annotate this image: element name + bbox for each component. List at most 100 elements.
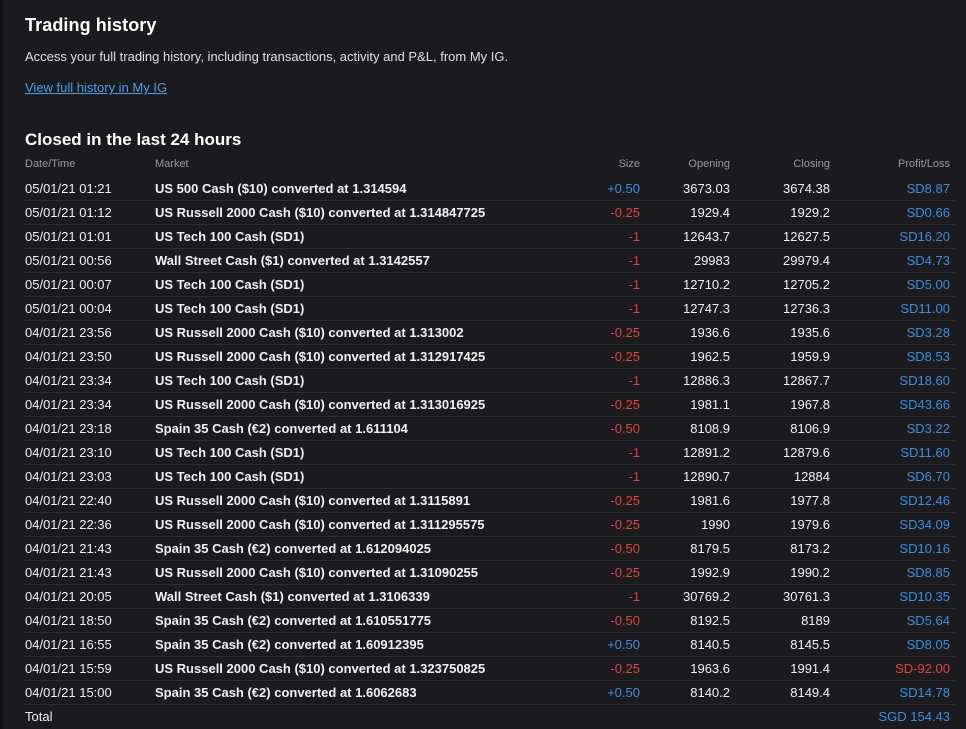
table-row[interactable]: 05/01/21 00:56 Wall Street Cash ($1) conv… (25, 249, 955, 273)
cell-market: US Russell 2000 Cash ($10) converted at … (155, 397, 486, 412)
cell-market: Spain 35 Cash (€2) converted at 1.610551… (155, 613, 432, 628)
cell-profit-loss: SD14.78 (899, 685, 950, 700)
column-header-closing[interactable]: Closing (793, 158, 830, 170)
cell-opening: 12710.2 (683, 277, 730, 292)
cell-market: US Russell 2000 Cash ($10) converted at … (155, 493, 471, 508)
cell-size: +0.50 (607, 637, 640, 652)
cell-opening: 12891.2 (683, 445, 730, 460)
table-header: Date/Time Market Size Opening Closing Pr… (25, 153, 955, 177)
cell-closing: 12879.6 (783, 445, 830, 460)
table-row[interactable]: 04/01/21 16:55 Spain 35 Cash (€2) convert… (25, 633, 955, 657)
table-row[interactable]: 04/01/21 23:34 US Russell 2000 Cash ($10)… (25, 393, 955, 417)
cell-profit-loss: SD4.73 (906, 253, 950, 268)
table-row[interactable]: 04/01/21 21:43 Spain 35 Cash (€2) convert… (25, 537, 955, 561)
cell-closing: 1990.2 (790, 565, 830, 580)
left-rail (0, 0, 3, 729)
table-row[interactable]: 04/01/21 15:59 US Russell 2000 Cash ($10)… (25, 657, 955, 681)
cell-closing: 12627.5 (783, 229, 830, 244)
cell-opening: 8192.5 (690, 613, 730, 628)
table-row[interactable]: 05/01/21 01:01 US Tech 100 Cash (SD1) -1 12… (25, 225, 955, 249)
cell-closing: 8149.4 (790, 685, 830, 700)
cell-market: US Russell 2000 Cash ($10) converted at … (155, 325, 464, 340)
cell-market: US Tech 100 Cash (SD1) (155, 373, 305, 388)
table-row[interactable]: 04/01/21 23:18 Spain 35 Cash (€2) convert… (25, 417, 955, 441)
cell-opening: 8108.9 (690, 421, 730, 436)
cell-size: -1 (628, 469, 640, 484)
cell-opening: 3673.03 (683, 181, 730, 196)
table-row[interactable]: 04/01/21 23:50 US Russell 2000 Cash ($10)… (25, 345, 955, 369)
cell-datetime: 05/01/21 00:56 (25, 253, 112, 268)
table-row[interactable]: 04/01/21 21:43 US Russell 2000 Cash ($10)… (25, 561, 955, 585)
table-row[interactable]: 05/01/21 01:12 US Russell 2000 Cash ($10)… (25, 201, 955, 225)
cell-market: US 500 Cash ($10) converted at 1.314594 (155, 181, 407, 196)
view-full-history-link[interactable]: View full history in My IG (25, 80, 168, 95)
table-row[interactable]: 04/01/21 23:03 US Tech 100 Cash (SD1) -1 12… (25, 465, 955, 489)
cell-profit-loss: SD3.28 (906, 325, 950, 340)
cell-size: -0.25 (610, 205, 640, 220)
table-row[interactable]: 04/01/21 23:56 US Russell 2000 Cash ($10)… (25, 321, 955, 345)
cell-datetime: 04/01/21 21:43 (25, 565, 112, 580)
cell-opening: 12886.3 (683, 373, 730, 388)
cell-opening: 30769.2 (683, 589, 730, 604)
cell-datetime: 04/01/21 23:03 (25, 469, 112, 484)
column-header-profit-loss[interactable]: Profit/Loss (898, 158, 950, 170)
cell-datetime: 04/01/21 23:56 (25, 325, 112, 340)
cell-opening: 1962.5 (690, 349, 730, 364)
table-row[interactable]: 04/01/21 22:36 US Russell 2000 Cash ($10)… (25, 513, 955, 537)
column-header-opening[interactable]: Opening (688, 158, 730, 170)
cell-size: -0.25 (610, 349, 640, 364)
cell-closing: 1959.9 (790, 349, 830, 364)
cell-market: US Russell 2000 Cash ($10) converted at … (155, 205, 486, 220)
cell-opening: 1992.9 (690, 565, 730, 580)
cell-closing: 12705.2 (783, 277, 830, 292)
table-row[interactable]: 04/01/21 23:34 US Tech 100 Cash (SD1) -1 12… (25, 369, 955, 393)
column-header-size[interactable]: Size (618, 158, 640, 170)
cell-closing: 29979.4 (783, 253, 830, 268)
cell-profit-loss: SD43.66 (899, 397, 950, 412)
cell-closing: 1929.2 (790, 205, 830, 220)
table-row[interactable]: 04/01/21 22:40 US Russell 2000 Cash ($10)… (25, 489, 955, 513)
cell-market: US Tech 100 Cash (SD1) (155, 229, 305, 244)
table-row[interactable]: 05/01/21 00:04 US Tech 100 Cash (SD1) -1 12… (25, 297, 955, 321)
column-header-market[interactable]: Market (155, 158, 189, 170)
table-row[interactable]: 04/01/21 18:50 Spain 35 Cash (€2) convert… (25, 609, 955, 633)
cell-datetime: 04/01/21 22:40 (25, 493, 112, 508)
cell-market: US Russell 2000 Cash ($10) converted at … (155, 565, 479, 580)
cell-datetime: 04/01/21 23:18 (25, 421, 112, 436)
cell-opening: 12747.3 (683, 301, 730, 316)
cell-profit-loss: SD-92.00 (895, 661, 950, 676)
table-row[interactable]: 05/01/21 00:07 US Tech 100 Cash (SD1) -1 12… (25, 273, 955, 297)
cell-profit-loss: SD12.46 (899, 493, 950, 508)
cell-opening: 29983 (693, 253, 730, 268)
cell-closing: 12884 (793, 469, 830, 484)
cell-datetime: 04/01/21 15:59 (25, 661, 112, 676)
cell-market: US Russell 2000 Cash ($10) converted at … (155, 349, 486, 364)
cell-size: -1 (628, 277, 640, 292)
cell-opening: 12643.7 (683, 229, 730, 244)
cell-opening: 1936.6 (690, 325, 730, 340)
table-row[interactable]: 04/01/21 23:10 US Tech 100 Cash (SD1) -1 12… (25, 441, 955, 465)
cell-datetime: 04/01/21 18:50 (25, 613, 112, 628)
cell-opening: 1981.6 (690, 493, 730, 508)
cell-profit-loss: SD8.53 (906, 349, 950, 364)
cell-profit-loss: SD6.70 (906, 469, 950, 484)
cell-closing: 8189 (801, 613, 830, 628)
cell-size: -0.25 (610, 325, 640, 340)
table-row[interactable]: 04/01/21 15:00 Spain 35 Cash (€2) convert… (25, 681, 955, 705)
cell-opening: 8140.5 (690, 637, 730, 652)
cell-profit-loss: SD16.20 (899, 229, 950, 244)
cell-size: -1 (628, 589, 640, 604)
cell-datetime: 04/01/21 23:34 (25, 373, 112, 388)
column-header-datetime[interactable]: Date/Time (25, 158, 76, 170)
table-row[interactable]: 05/01/21 01:21 US 500 Cash ($10) converte… (25, 177, 955, 201)
cell-market: Spain 35 Cash (€2) converted at 1.606268… (155, 685, 417, 700)
cell-opening: 1963.6 (690, 661, 730, 676)
cell-closing: 8145.5 (790, 637, 830, 652)
cell-datetime: 04/01/21 23:50 (25, 349, 112, 364)
cell-datetime: 05/01/21 00:07 (25, 277, 112, 292)
cell-datetime: 04/01/21 23:10 (25, 445, 112, 460)
table-row[interactable]: 04/01/21 20:05 Wall Street Cash ($1) conv… (25, 585, 955, 609)
cell-market: US Russell 2000 Cash ($10) converted at … (155, 661, 486, 676)
cell-opening: 1990 (701, 517, 730, 532)
cell-closing: 1979.6 (790, 517, 830, 532)
